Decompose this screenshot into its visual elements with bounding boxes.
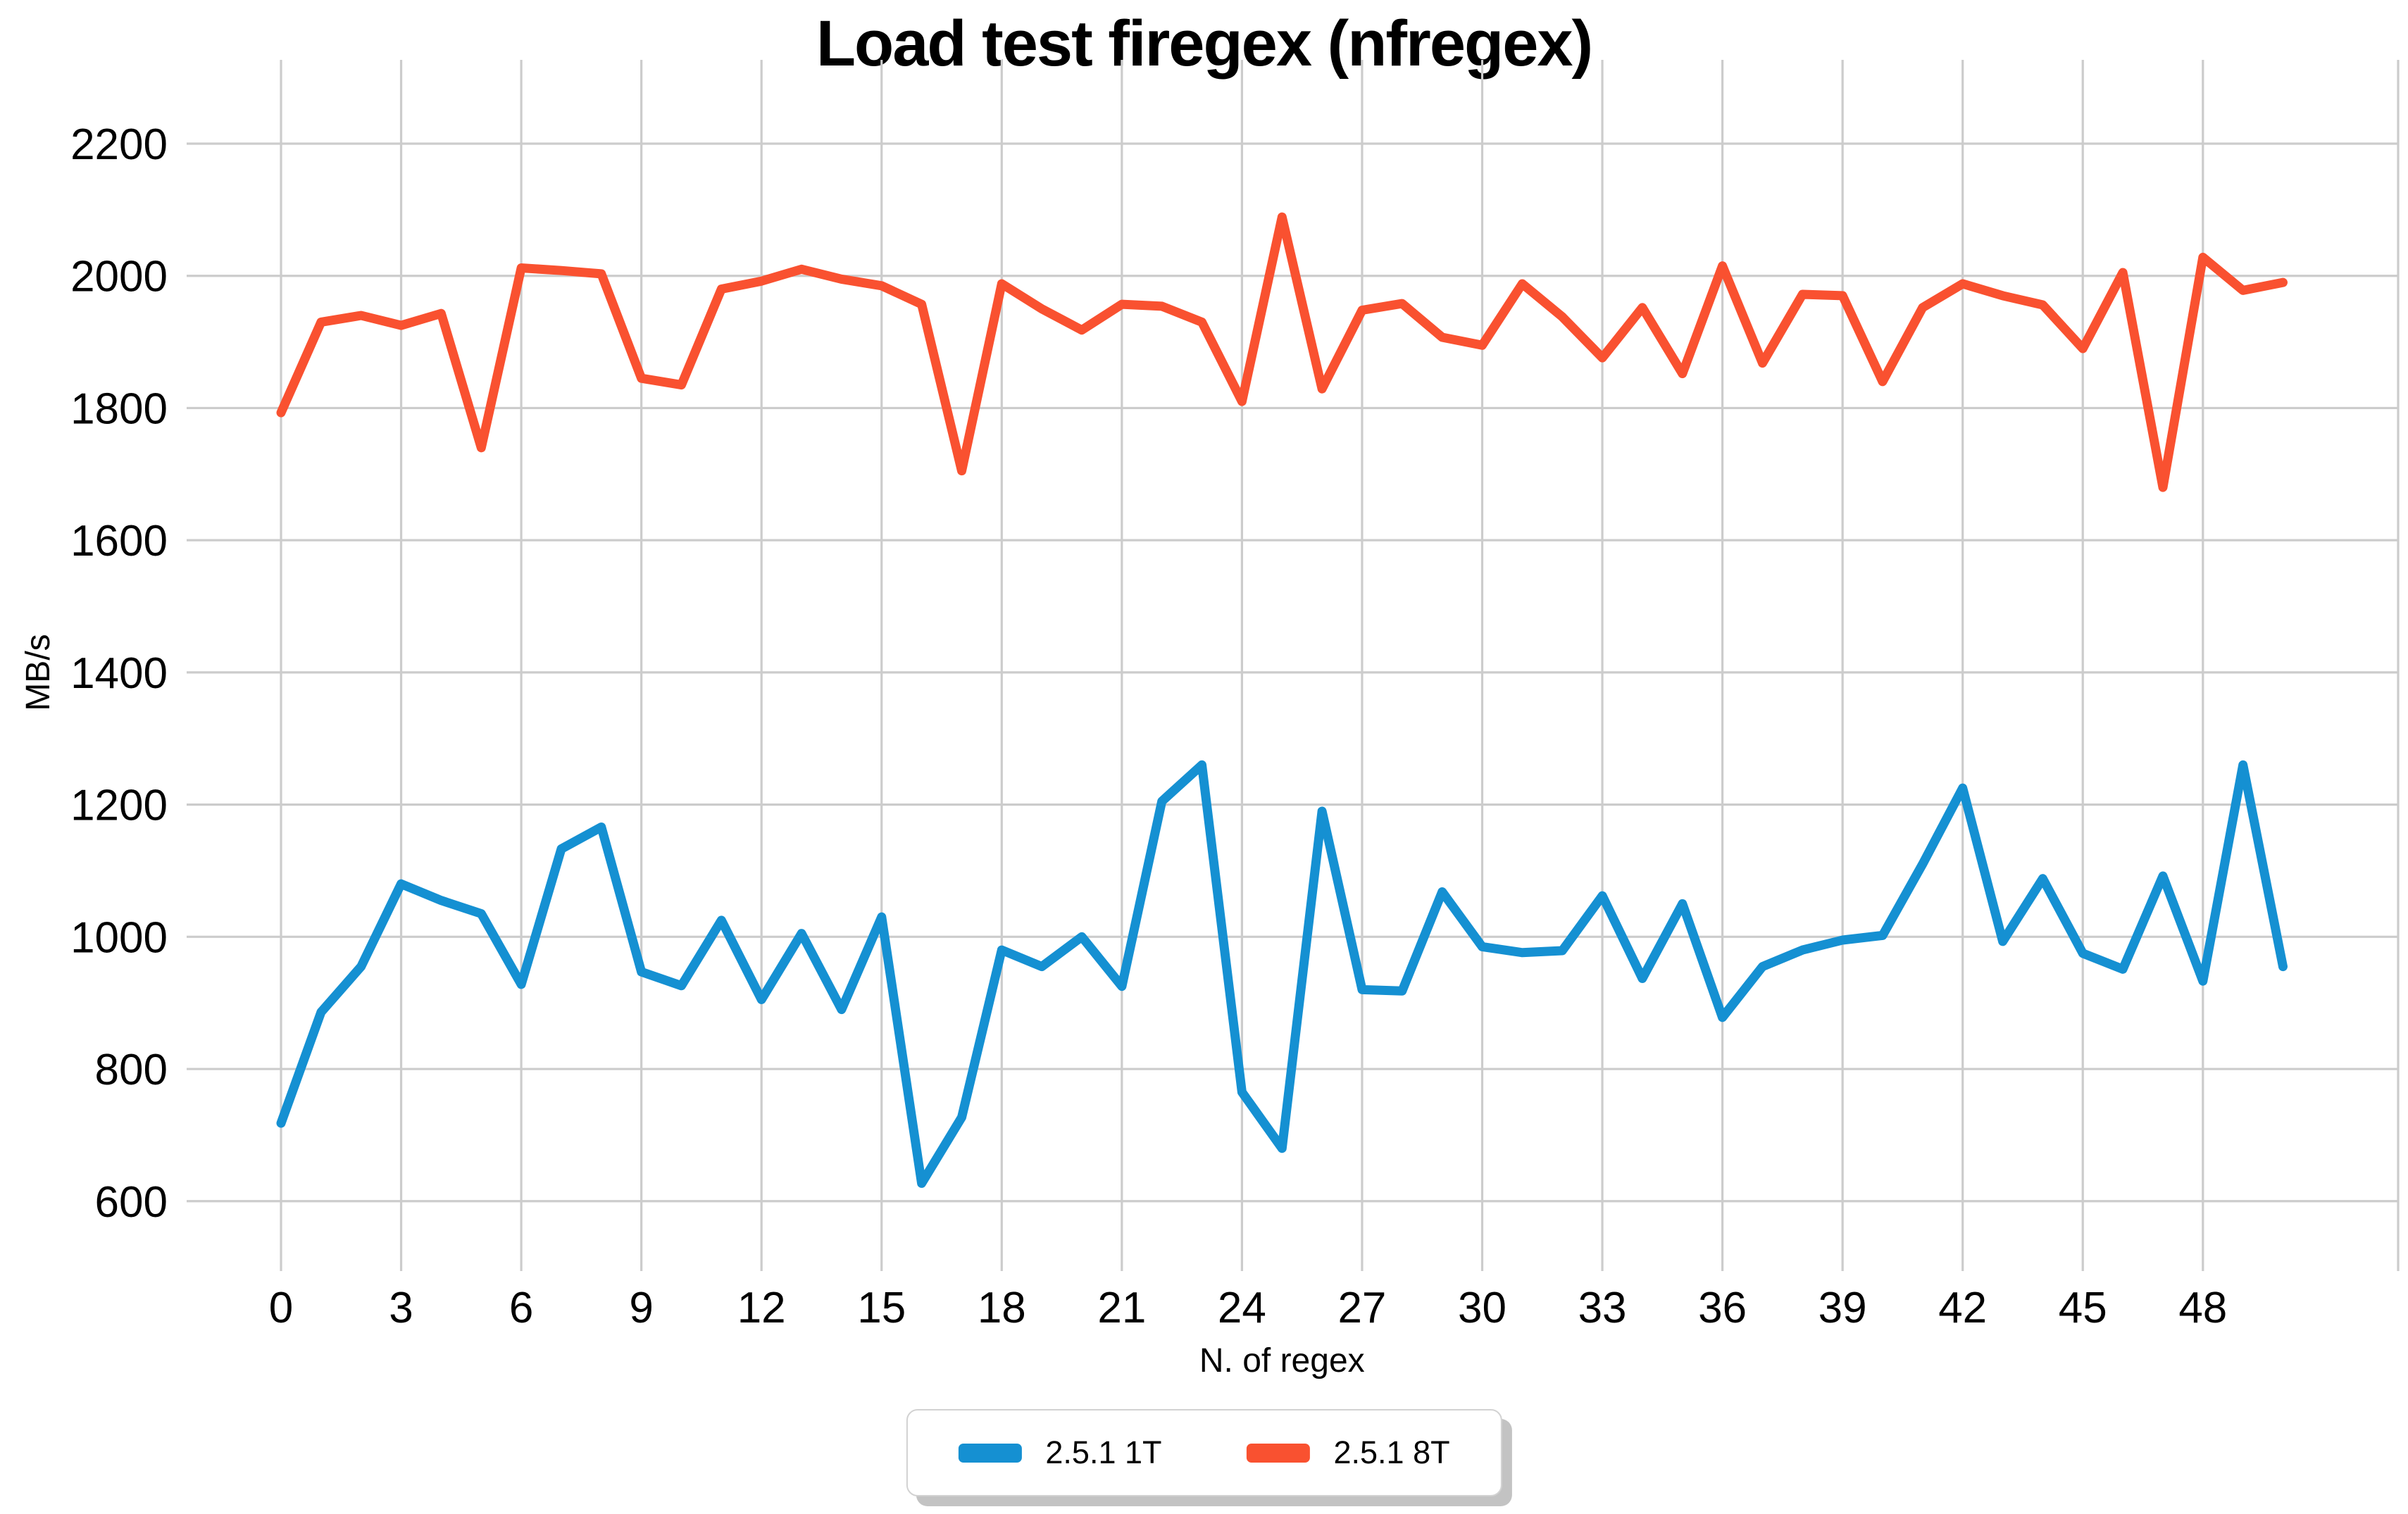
- legend-swatch-1t: [958, 1443, 1022, 1463]
- x-tick-label: 21: [1097, 1284, 1146, 1332]
- x-tick-label: 27: [1337, 1284, 1386, 1332]
- x-tick-label: 36: [1698, 1284, 1747, 1332]
- x-tick-label: 0: [269, 1284, 293, 1332]
- legend-box: 2.5.1 1T 2.5.1 8T: [906, 1409, 1502, 1496]
- legend-label-1t: 2.5.1 1T: [1045, 1434, 1162, 1470]
- x-axis-title: N. of regex: [1199, 1342, 1365, 1380]
- x-tick-label: 33: [1578, 1284, 1627, 1332]
- y-tick-label: 1400: [70, 649, 168, 698]
- legend-entry-8t: 2.5.1 8T: [1246, 1434, 1450, 1471]
- x-tick-label: 48: [2178, 1284, 2227, 1332]
- series-line-1t: [276, 760, 2288, 1188]
- x-tick-label: 12: [737, 1284, 786, 1332]
- x-tick-label: 45: [2059, 1284, 2107, 1332]
- series-line-8t: [276, 212, 2288, 492]
- y-tick-label: 1200: [70, 782, 168, 830]
- y-axis-title: MB/s: [20, 634, 57, 711]
- x-tick-label: 9: [629, 1284, 653, 1332]
- chart-title: Load test firegex (nfregex): [816, 8, 1593, 80]
- y-tick-label: 600: [95, 1178, 168, 1227]
- x-tick-label: 42: [1938, 1284, 1987, 1332]
- x-tick-label: 6: [509, 1284, 533, 1332]
- x-tick-label: 30: [1458, 1284, 1506, 1332]
- legend-entry-1t: 2.5.1 1T: [958, 1434, 1162, 1471]
- x-tick-label: 18: [978, 1284, 1026, 1332]
- x-tick-label: 39: [1819, 1284, 1867, 1332]
- y-tick-label: 800: [95, 1046, 168, 1094]
- legend-swatch-8t: [1246, 1443, 1310, 1463]
- y-tick-label: 1000: [70, 913, 168, 962]
- y-tick-label: 2000: [70, 253, 168, 301]
- legend-label-8t: 2.5.1 8T: [1333, 1434, 1450, 1470]
- y-tick-label: 1600: [70, 517, 168, 565]
- x-tick-label: 15: [857, 1284, 906, 1332]
- x-tick-label: 3: [389, 1284, 413, 1332]
- y-tick-label: 2200: [70, 120, 168, 169]
- x-tick-label: 24: [1218, 1284, 1266, 1332]
- y-tick-label: 1800: [70, 384, 168, 433]
